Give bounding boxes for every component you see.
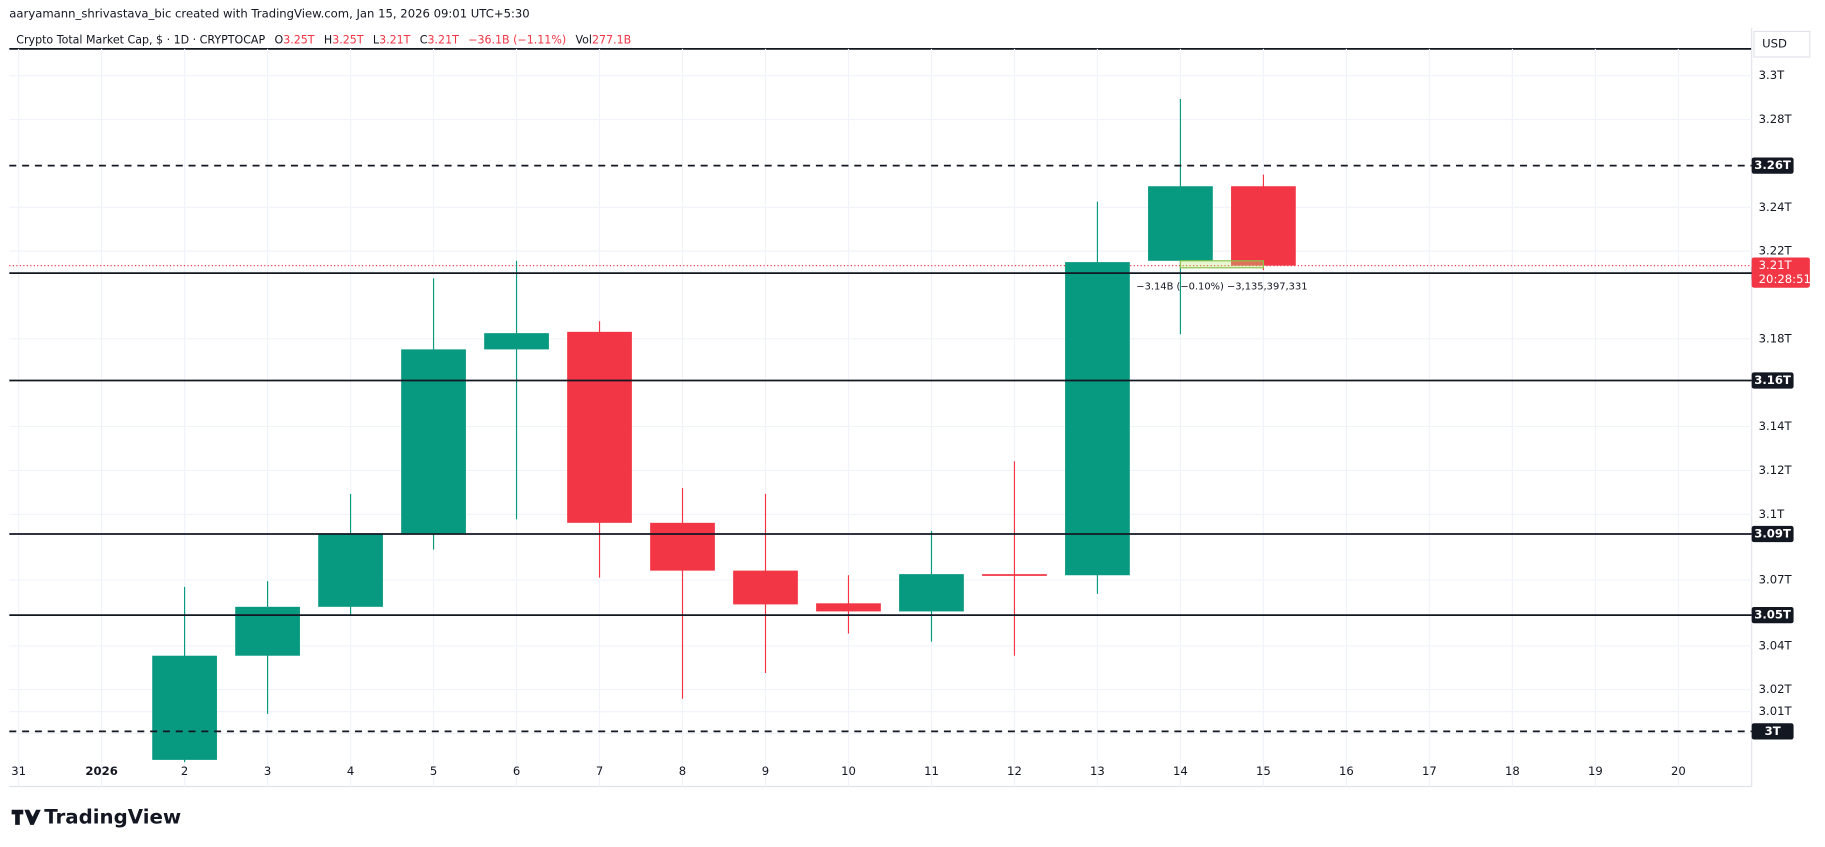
- x-tick-label: 7: [596, 764, 603, 778]
- candle-body: [567, 331, 632, 523]
- credit: aaryamann_shrivastava_bic created with T…: [9, 6, 529, 20]
- measure-label: −3.14B (−0.10%) −3,135,397,331: [1136, 281, 1307, 292]
- level-label: 3.16T: [1754, 373, 1791, 387]
- h-value: 3.25T: [332, 34, 364, 47]
- x-tick-label: 16: [1339, 764, 1354, 778]
- l-value: 3.21T: [379, 34, 411, 47]
- y-tick-label: 3.18T: [1759, 331, 1793, 345]
- currency-box[interactable]: [1753, 30, 1811, 58]
- x-tick-label: 12: [1007, 764, 1022, 778]
- level-badge: [1751, 372, 1794, 389]
- candle-body: [1148, 186, 1213, 261]
- candle-body: [235, 606, 300, 656]
- candle-body: [152, 655, 217, 760]
- x-tick-label: 18: [1505, 764, 1520, 778]
- last-price-badge: [1751, 257, 1810, 288]
- level-label: 3T: [1765, 724, 1781, 738]
- logo: TradingView: [11, 805, 181, 828]
- currency[interactable]: USD: [1762, 37, 1787, 51]
- x-tick-label: 19: [1588, 764, 1603, 778]
- candle-body: [650, 522, 715, 571]
- x-tick-label: 13: [1090, 764, 1105, 778]
- x-tick-label: 9: [762, 764, 769, 778]
- y-tick-label: 3.22T: [1759, 244, 1793, 258]
- y-tick-label: 3.28T: [1759, 112, 1793, 126]
- x-tick-label: 2: [181, 764, 188, 778]
- symbol: Crypto Total Market Cap, $ · 1D · CRYPTO…: [16, 34, 265, 47]
- y-tick-label: 3.07T: [1759, 573, 1793, 587]
- candle-body: [318, 533, 383, 607]
- x-tick-label: 31: [11, 764, 26, 778]
- y-tick-label: 3.1T: [1759, 507, 1785, 521]
- level-badge: [1751, 525, 1794, 543]
- candle-body: [733, 570, 798, 605]
- c-label: C: [420, 34, 428, 47]
- o-value: 3.25T: [283, 34, 315, 47]
- x-tick-label: 10: [841, 764, 856, 778]
- vol-value: 277.1B: [592, 34, 631, 47]
- y-tick-label: 3.01T: [1759, 704, 1793, 718]
- y-tick-label: 3.3T: [1759, 68, 1785, 82]
- change: −36.1B (−1.11%): [468, 34, 566, 47]
- y-tick-label: 3.02T: [1759, 682, 1793, 696]
- x-tick-label: 14: [1173, 764, 1188, 778]
- vol-label: Vol: [575, 34, 592, 47]
- level-badge: [1751, 607, 1794, 624]
- x-tick-label: 6: [513, 764, 520, 778]
- candle-body: [1065, 262, 1130, 576]
- candle-body: [899, 574, 964, 612]
- level-label: 3.26T: [1754, 158, 1791, 172]
- last-price-label: 3.21T: [1759, 258, 1793, 272]
- h-label: H: [324, 34, 332, 47]
- l-label: L: [373, 34, 380, 47]
- countdown: 20:28:51: [1759, 272, 1811, 286]
- candle-body: [1231, 186, 1296, 266]
- x-tick-label: 3: [264, 764, 271, 778]
- candle-body: [816, 603, 881, 612]
- level-badge: [1751, 723, 1794, 740]
- x-tick-label: 5: [430, 764, 437, 778]
- candle-body: [484, 333, 549, 350]
- x-tick-label: 2026: [85, 764, 117, 778]
- candle-body: [401, 349, 466, 534]
- level-label: 3.05T: [1754, 608, 1791, 622]
- logo-text: TradingView: [44, 805, 181, 828]
- legend: Crypto Total Market Cap, $ · 1D · CRYPTO…: [16, 34, 631, 47]
- x-tick-label: 15: [1256, 764, 1271, 778]
- x-tick-label: 8: [679, 764, 686, 778]
- y-tick-label: 3.14T: [1759, 419, 1793, 433]
- x-tick-label: 17: [1422, 764, 1437, 778]
- c-value: 3.21T: [428, 34, 460, 47]
- x-tick-label: 11: [924, 764, 939, 778]
- candle-body: [982, 574, 1047, 576]
- y-tick-label: 3.04T: [1759, 638, 1793, 652]
- measure-box: [1179, 260, 1264, 269]
- y-tick-label: 3.12T: [1759, 463, 1793, 477]
- grid: [9, 48, 1752, 787]
- level-label: 3.09T: [1754, 527, 1791, 541]
- x-tick-label: 4: [347, 764, 354, 778]
- x-tick-label: 20: [1671, 764, 1686, 778]
- level-badge: [1751, 157, 1794, 174]
- o-label: O: [275, 34, 284, 47]
- y-tick-label: 3.24T: [1759, 200, 1793, 214]
